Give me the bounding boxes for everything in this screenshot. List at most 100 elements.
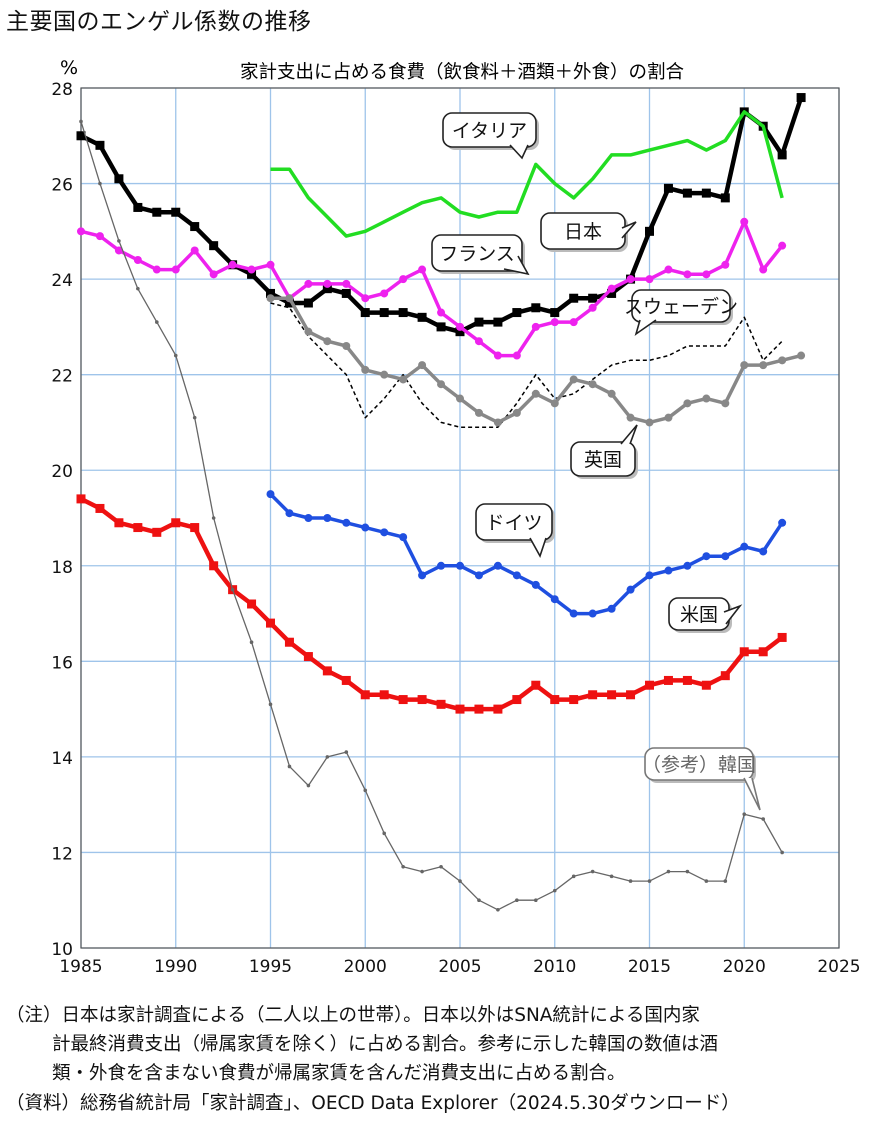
data-point	[550, 695, 560, 705]
data-point	[797, 351, 806, 360]
data-point	[550, 308, 560, 318]
data-point	[382, 831, 387, 836]
data-point	[98, 181, 102, 186]
data-point	[95, 140, 105, 150]
data-point	[569, 375, 578, 384]
data-point	[323, 279, 332, 288]
data-point	[418, 361, 427, 370]
data-point	[531, 580, 540, 589]
x-tick-label: 2015	[628, 957, 671, 977]
data-point	[152, 265, 161, 274]
data-point	[531, 389, 540, 398]
data-point	[474, 408, 483, 417]
callout-label: イタリア	[452, 120, 527, 142]
data-point	[740, 361, 749, 370]
data-point	[759, 547, 768, 556]
data-point	[474, 337, 483, 346]
data-point	[626, 690, 636, 700]
data-point	[322, 284, 332, 294]
data-point	[304, 279, 313, 288]
series-7	[79, 119, 784, 912]
data-point	[192, 415, 197, 420]
data-point	[626, 275, 635, 284]
axes: 1985 1990 1995 2000 2005 2010 2015 2020 2025 10 12…	[51, 80, 860, 977]
data-point	[458, 879, 462, 883]
data-point	[171, 518, 181, 528]
data-point	[342, 518, 351, 527]
data-point	[626, 585, 635, 594]
data-point	[325, 755, 330, 759]
data-point	[152, 207, 162, 217]
series-line	[269, 492, 784, 616]
data-point	[720, 671, 730, 681]
data-point	[645, 418, 654, 427]
series-2	[77, 217, 787, 360]
data-point	[493, 317, 503, 327]
data-point	[230, 587, 235, 592]
callout-2: フランス	[431, 234, 530, 276]
data-point	[136, 286, 140, 291]
series-5	[266, 490, 787, 618]
data-point	[133, 523, 143, 533]
callout-6: 米国	[668, 597, 743, 633]
callout-tail	[743, 777, 761, 811]
data-point	[399, 533, 408, 542]
callout-3: スウェーデン	[624, 289, 738, 336]
data-point	[474, 704, 484, 714]
note-line-2: 計最終消費支出（帰属家賃を除く）に占める割合。参考に示した韓国の数値は酒	[52, 1034, 719, 1055]
callout-tail	[723, 604, 743, 625]
y-tick-label: 16	[51, 653, 73, 673]
data-point	[702, 394, 711, 403]
data-point	[721, 552, 730, 561]
data-point	[571, 874, 576, 879]
data-point	[721, 399, 730, 408]
data-point	[303, 652, 313, 662]
data-point	[211, 516, 216, 520]
data-point	[552, 888, 557, 893]
data-point	[249, 640, 254, 645]
data-point	[780, 850, 784, 855]
callout-4: 英国	[570, 424, 638, 479]
data-point	[437, 308, 446, 317]
data-point	[361, 365, 370, 374]
data-point	[455, 327, 465, 337]
callout-box	[570, 441, 636, 477]
data-point	[95, 232, 104, 241]
data-point	[720, 193, 730, 203]
data-point	[701, 680, 711, 690]
data-point	[304, 327, 313, 336]
data-point	[79, 119, 83, 124]
callout-tail	[634, 319, 657, 336]
series-line	[80, 121, 783, 911]
data-point	[702, 552, 711, 561]
data-point	[360, 308, 370, 318]
data-point	[609, 874, 614, 879]
data-point	[607, 604, 616, 613]
data-point	[322, 666, 332, 676]
data-point	[550, 399, 559, 408]
data-point	[190, 246, 199, 255]
engel-coefficient-chart: 1985 1990 1995 2000 2005 2010 2015 2020 2025 10 12…	[51, 57, 860, 977]
data-point	[778, 356, 787, 365]
data-point	[363, 788, 368, 793]
data-point	[723, 879, 728, 883]
data-point	[740, 217, 749, 226]
data-point	[664, 413, 673, 422]
data-point	[341, 288, 351, 298]
data-point	[436, 699, 446, 709]
data-point	[437, 380, 446, 389]
data-point	[76, 131, 86, 141]
data-point	[285, 509, 294, 518]
data-point	[209, 561, 219, 571]
data-point	[247, 269, 257, 279]
data-point	[173, 353, 178, 358]
data-point	[531, 322, 540, 331]
data-point	[645, 571, 654, 580]
data-point	[398, 695, 408, 705]
data-point	[645, 226, 654, 236]
data-point	[228, 260, 237, 269]
data-point	[588, 303, 597, 312]
callout-label: フランス	[439, 243, 515, 265]
data-point	[95, 503, 105, 513]
grid-lines	[80, 87, 840, 949]
